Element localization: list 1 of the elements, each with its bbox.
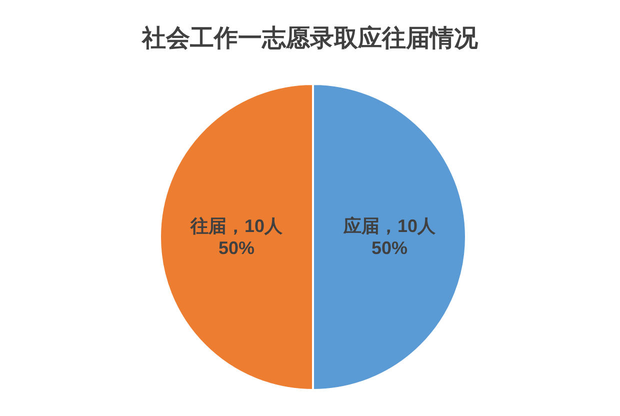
title: 社会工作一志愿录取应往届情况	[142, 25, 478, 52]
